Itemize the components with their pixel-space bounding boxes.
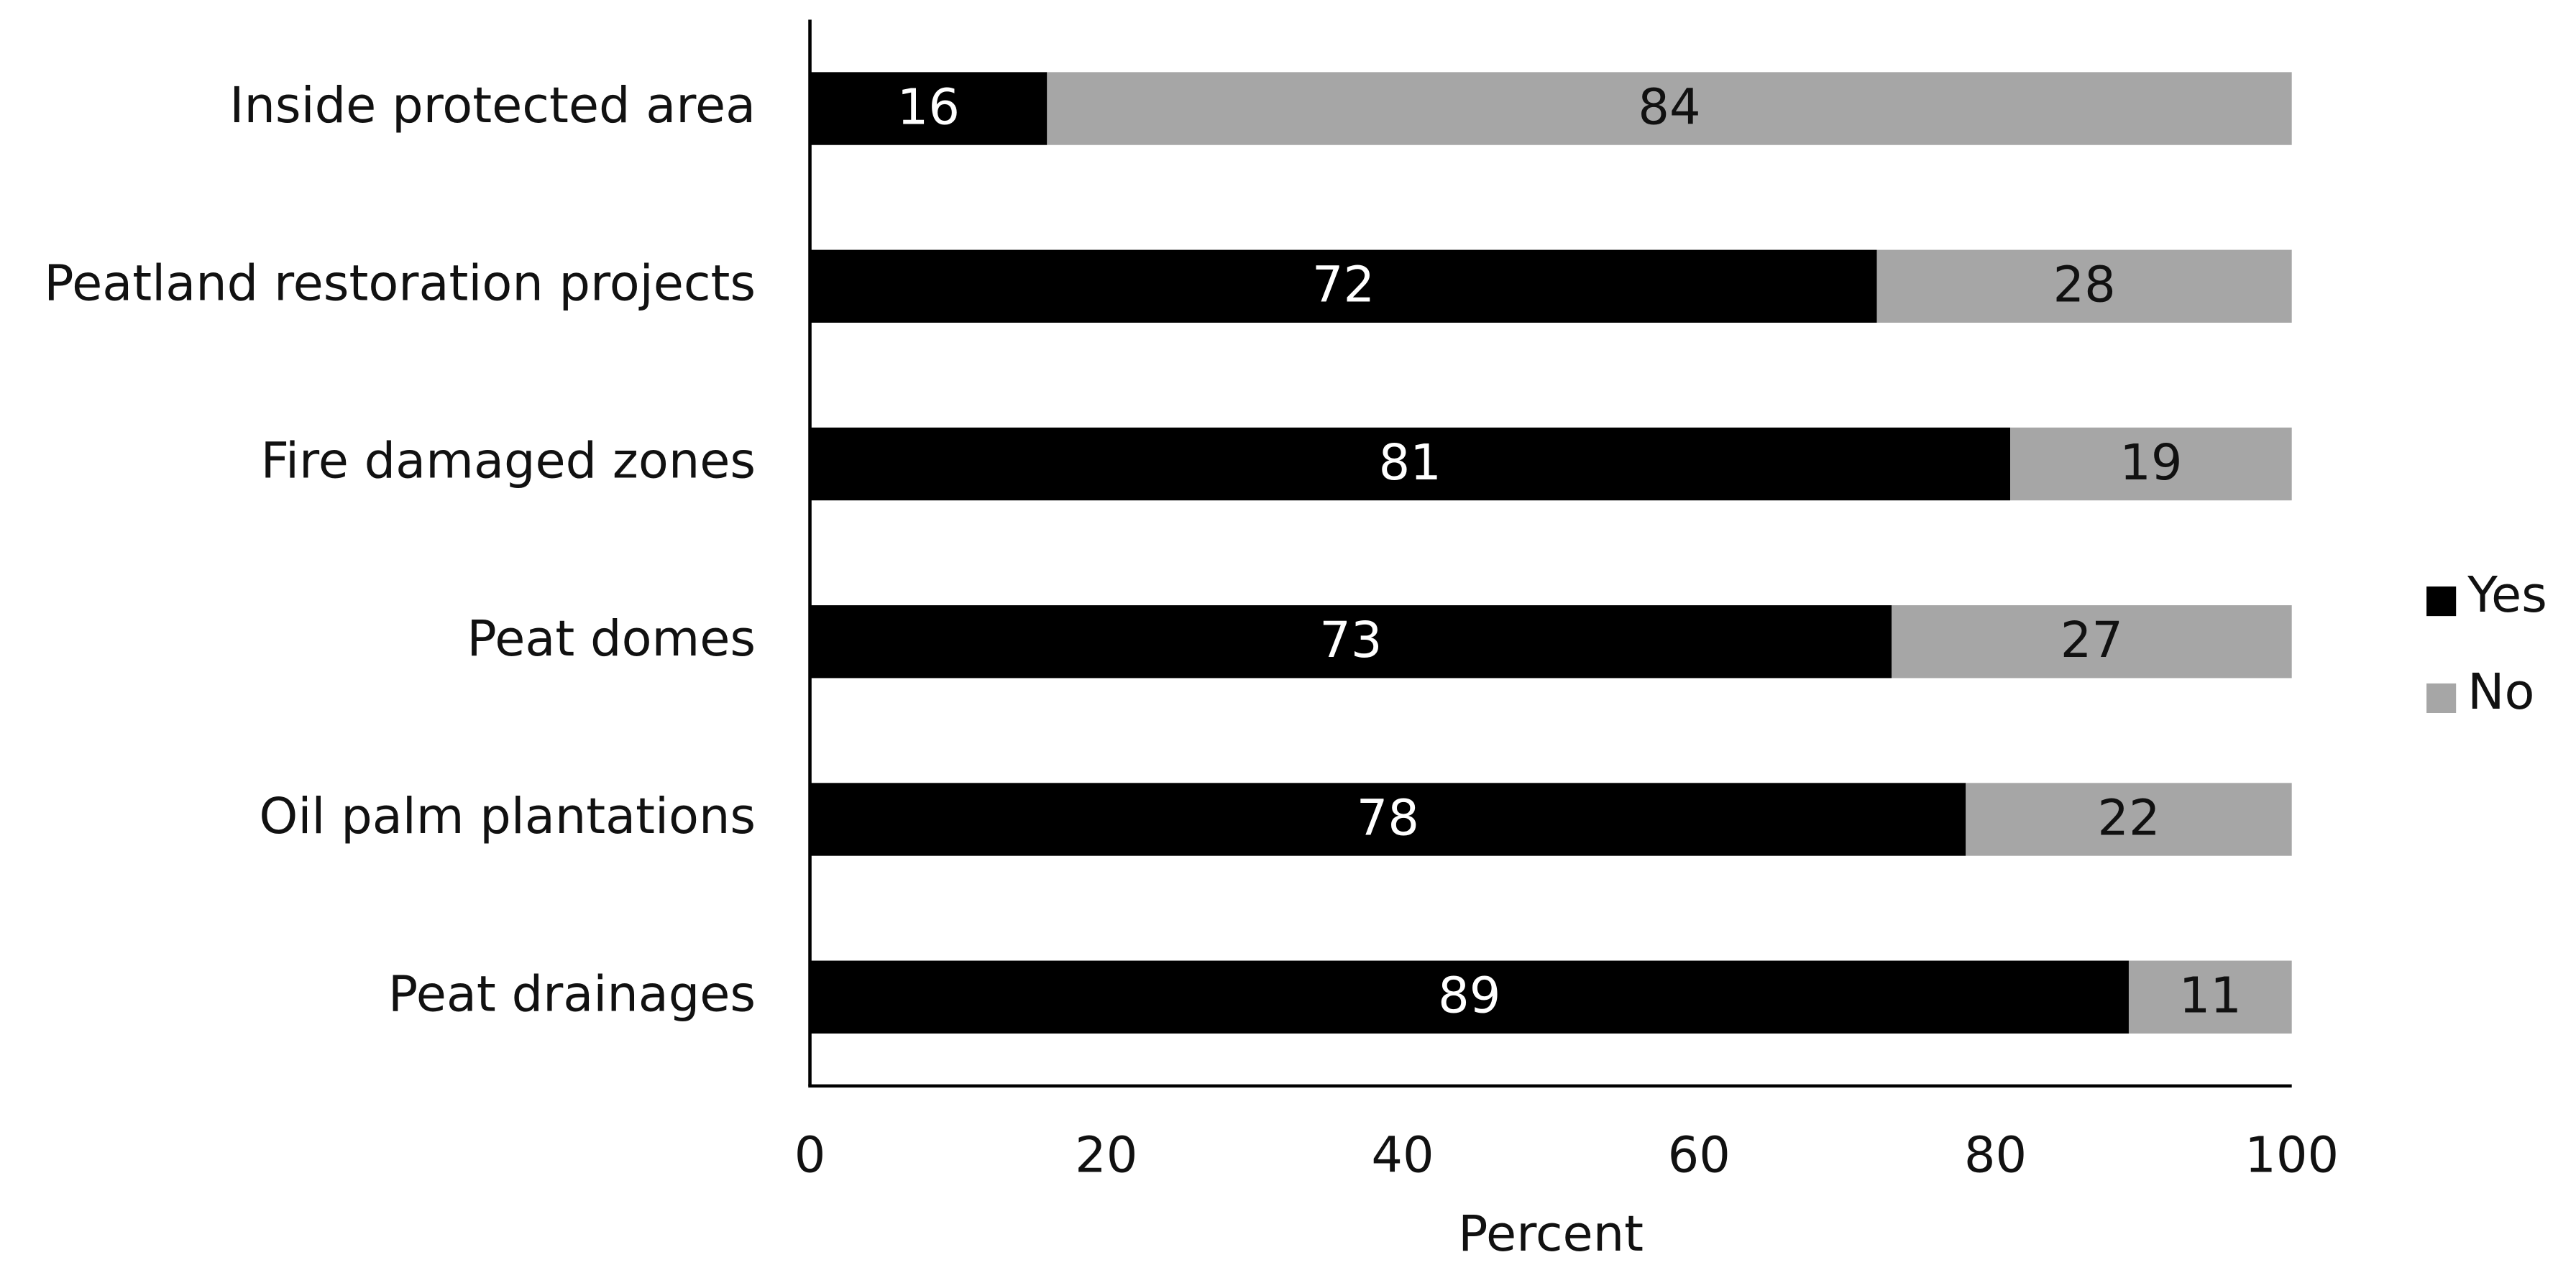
- data-label: 73: [1319, 612, 1382, 669]
- y-tick-label: Oil palm plantations: [259, 788, 756, 845]
- bar-segment: [2128, 960, 2292, 1034]
- legend-swatch: [2426, 586, 2457, 617]
- y-tick-label: Peat drainages: [388, 965, 756, 1023]
- bar-segment: [1966, 783, 2292, 856]
- data-label: 78: [1357, 789, 1419, 847]
- data-label: 11: [2179, 967, 2242, 1025]
- y-tick-label: Inside protected area: [229, 77, 756, 134]
- x-tick-label: 40: [1371, 1126, 1434, 1184]
- bar-segment: [2010, 427, 2292, 501]
- bar-segment: [1876, 249, 2292, 323]
- data-label: 19: [2119, 434, 2182, 492]
- bar-segment: [810, 783, 1966, 856]
- bar-segment: [1047, 72, 2292, 145]
- x-tick-label: 80: [1964, 1126, 2027, 1184]
- x-tick-label: 100: [2245, 1126, 2339, 1184]
- bar-segment: [810, 249, 1877, 323]
- bar-segment: [810, 427, 2011, 501]
- data-label: 16: [897, 78, 960, 136]
- y-tick-label: Peat domes: [467, 610, 756, 668]
- bar-segment: [810, 72, 1048, 145]
- legend-label: No: [2467, 663, 2534, 721]
- legend-label: Yes: [2467, 566, 2547, 624]
- data-label: 81: [1379, 434, 1441, 492]
- bar-segment: [810, 960, 2129, 1034]
- x-tick-label: 20: [1075, 1126, 1137, 1184]
- legend-swatch: [2426, 683, 2457, 713]
- data-label: 28: [2053, 257, 2116, 314]
- x-tick-label: 0: [794, 1126, 826, 1184]
- data-label: 27: [2061, 612, 2123, 669]
- bar-segment: [1892, 605, 2292, 678]
- x-axis-title: Percent: [1458, 1205, 1644, 1263]
- data-label: 72: [1312, 257, 1375, 314]
- y-tick-label: Peatland restoration projects: [44, 254, 756, 312]
- data-label: 89: [1438, 967, 1500, 1025]
- y-tick-label: Fire damaged zones: [261, 433, 756, 490]
- data-label: 22: [2097, 789, 2160, 847]
- bar-segment: [810, 605, 1892, 678]
- x-tick-label: 60: [1668, 1126, 1731, 1184]
- data-label: 84: [1638, 78, 1700, 136]
